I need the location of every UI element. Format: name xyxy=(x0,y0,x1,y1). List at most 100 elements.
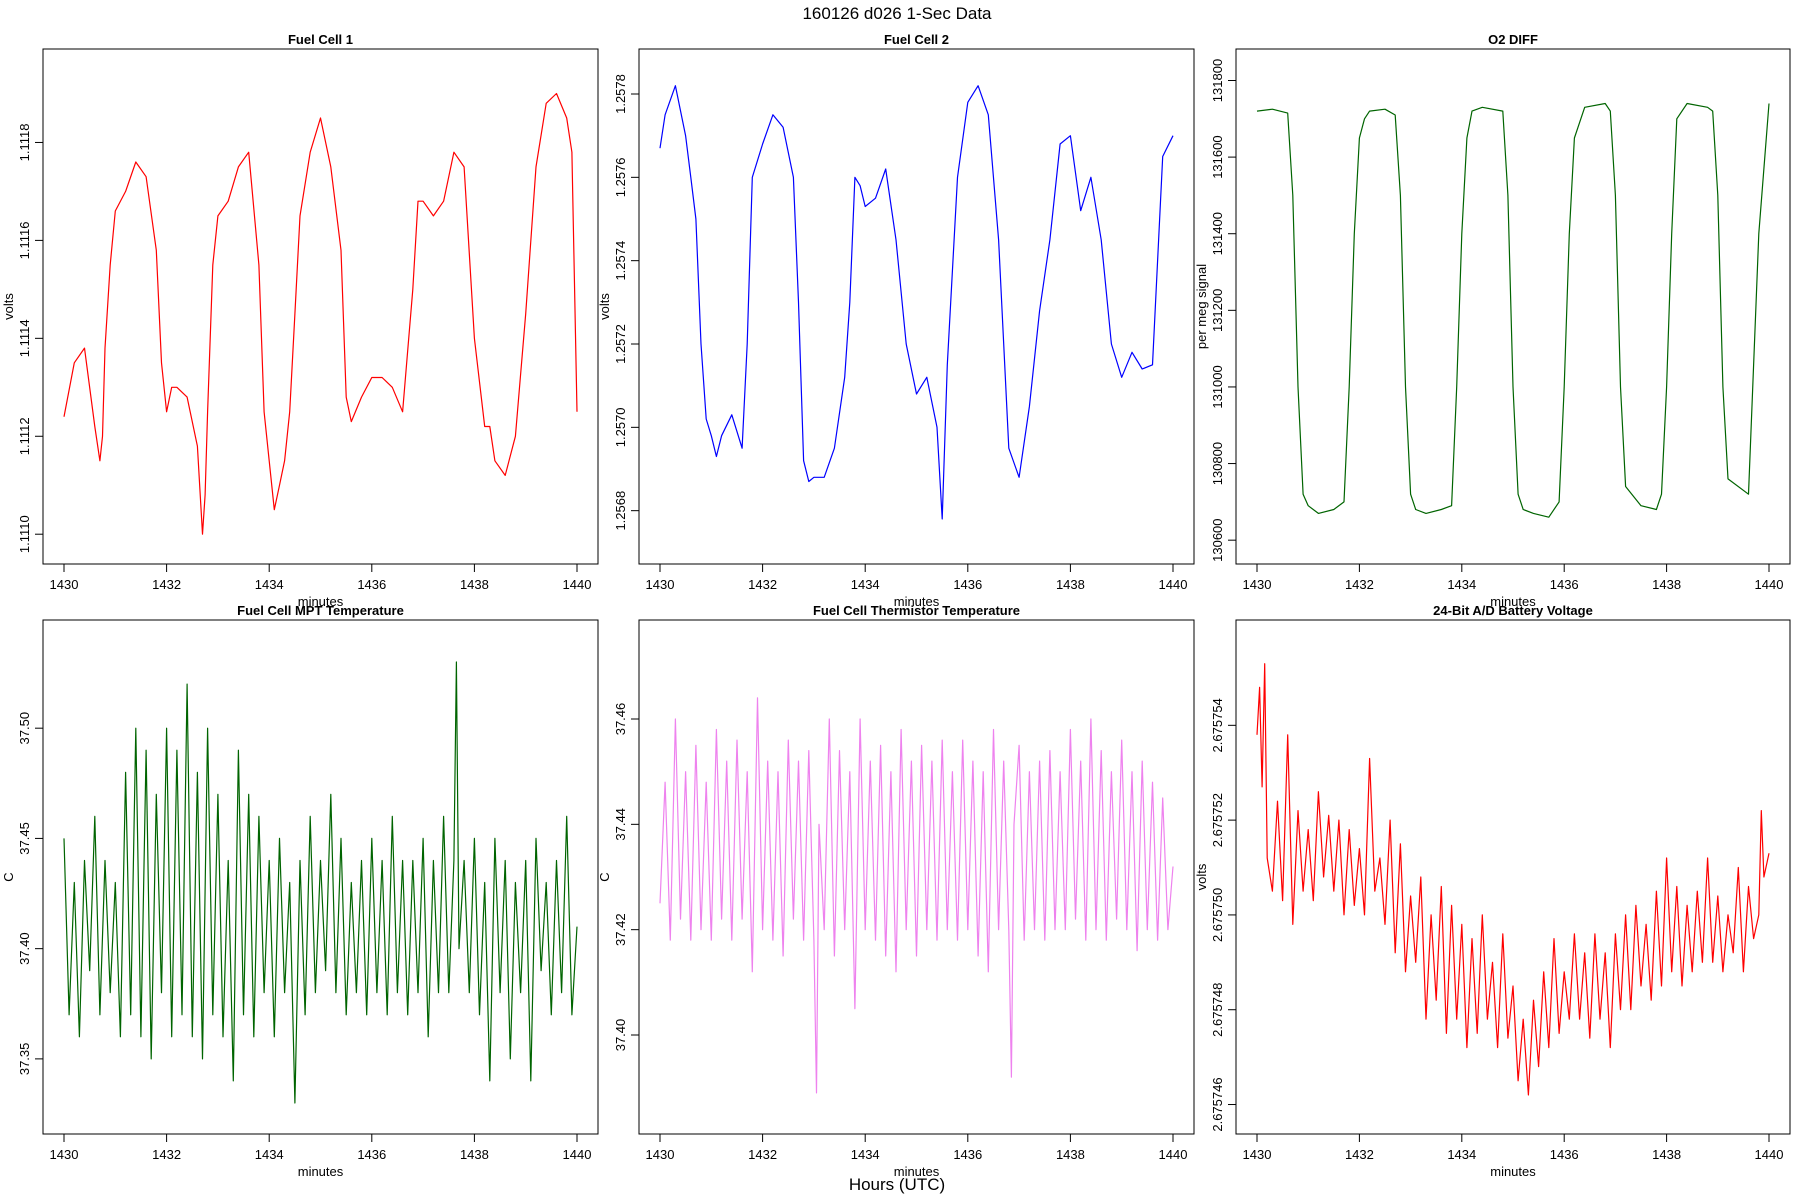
panel-2-ytick-label: 1.2578 xyxy=(613,74,628,114)
panel-5-ytick-label: 37.40 xyxy=(613,1019,628,1052)
panel-6-ytick-label: 2.675750 xyxy=(1210,888,1225,942)
panel-2: Fuel Cell 2 minutes volts 1430 1432 1434 1436 1… xyxy=(597,32,1195,609)
panel-1-title: Fuel Cell 1 xyxy=(288,32,353,47)
panel-5-xtick-label: 1440 xyxy=(1159,1147,1188,1162)
panel-3-xlabel: minutes xyxy=(1490,594,1536,609)
panel-5-xtick-label: 1430 xyxy=(646,1147,675,1162)
panel-4-xtick-label: 1440 xyxy=(563,1147,592,1162)
panel-4-plot-frame xyxy=(42,619,599,1135)
figure-title: 160126 d026 1-Sec Data xyxy=(802,4,992,23)
panel-3-xtick-label: 1432 xyxy=(1345,577,1374,592)
panel-4: Fuel Cell MPT Temperature minutes C 1430 143… xyxy=(1,603,599,1179)
panel-1-xlabel: minutes xyxy=(298,594,344,609)
panel-1-plot-frame xyxy=(42,48,599,565)
panel-6-title: 24-Bit A/D Battery Voltage xyxy=(1433,603,1593,618)
panel-1-ytick-label: 1.1118 xyxy=(17,124,32,162)
panel-4-ytick-label: 37.35 xyxy=(17,1043,32,1076)
panel-3-xtick-label: 1434 xyxy=(1447,577,1476,592)
panel-6: 24-Bit A/D Battery Voltage minutes volts 14… xyxy=(1194,603,1791,1179)
panel-1-xtick-label: 1440 xyxy=(563,577,592,592)
panel-1: Fuel Cell 1 minutes volts 1430 1432 1434 1436 1… xyxy=(1,32,599,609)
panel-6-xtick-label: 1438 xyxy=(1652,1147,1681,1162)
panel-1-xtick-label: 1434 xyxy=(255,577,284,592)
panel-6-xtick-label: 1434 xyxy=(1447,1147,1476,1162)
panel-3-xtick-label: 1440 xyxy=(1755,577,1784,592)
panel-6-ytick-label: 2.675752 xyxy=(1210,793,1225,847)
panel-6-xtick-label: 1436 xyxy=(1550,1147,1579,1162)
panel-2-xlabel: minutes xyxy=(894,594,940,609)
panel-3-xtick-label: 1436 xyxy=(1550,577,1579,592)
panel-3-ytick-label: 131400 xyxy=(1210,212,1225,255)
panel-4-ylabel: C xyxy=(1,872,16,881)
panel-5-ytick-label: 37.44 xyxy=(613,808,628,841)
panel-5-ylabel: C xyxy=(597,872,612,881)
panel-3-ytick-label: 131000 xyxy=(1210,365,1225,408)
panel-3-ylabel: per meg signal xyxy=(1194,264,1209,349)
panel-1-xtick-label: 1432 xyxy=(152,577,181,592)
panel-6-ytick-label: 2.675748 xyxy=(1210,983,1225,1037)
panel-grid: Fuel Cell 1 minutes volts 1430 1432 1434 1436 1… xyxy=(1,32,1791,1179)
panel-4-xtick-label: 1438 xyxy=(460,1147,489,1162)
panel-5-xtick-label: 1432 xyxy=(748,1147,777,1162)
figure-xlabel: Hours (UTC) xyxy=(849,1175,945,1194)
panel-6-xtick-label: 1430 xyxy=(1243,1147,1272,1162)
panel-4-xtick-label: 1432 xyxy=(152,1147,181,1162)
panel-5-xlabel: minutes xyxy=(894,1164,940,1179)
panel-3-ytick-label: 130800 xyxy=(1210,442,1225,485)
panel-1-ylabel: volts xyxy=(1,293,16,320)
panel-4-xlabel: minutes xyxy=(298,1164,344,1179)
panel-2-ytick-label: 1.2574 xyxy=(613,241,628,281)
panel-5-ytick-label: 37.46 xyxy=(613,703,628,736)
panel-1-xtick-label: 1438 xyxy=(460,577,489,592)
panel-5-title: Fuel Cell Thermistor Temperature xyxy=(813,603,1020,618)
panel-3: O2 DIFF minutes per meg signal 1430 1432 1434… xyxy=(1194,32,1791,609)
panel-6-ytick-label: 2.675746 xyxy=(1210,1077,1225,1131)
panel-6-ylabel: volts xyxy=(1194,863,1209,890)
panel-2-ylabel: volts xyxy=(597,293,612,320)
panel-4-xtick-label: 1434 xyxy=(255,1147,284,1162)
panel-5-xtick-label: 1436 xyxy=(953,1147,982,1162)
panel-3-ytick-label: 131200 xyxy=(1210,289,1225,332)
panel-1-ytick-label: 1.1110 xyxy=(17,515,32,553)
panel-1-ytick-label: 1.1112 xyxy=(17,417,32,455)
panel-2-ytick-label: 1.2576 xyxy=(613,157,628,197)
panel-1-ytick-label: 1.1114 xyxy=(17,319,32,357)
panel-3-ytick-label: 131800 xyxy=(1210,59,1225,102)
panel-4-title: Fuel Cell MPT Temperature xyxy=(237,603,404,618)
panel-5-plot-frame xyxy=(638,619,1195,1135)
panel-4-ytick-label: 37.50 xyxy=(17,712,32,745)
panel-5-ytick-label: 37.42 xyxy=(613,913,628,946)
panel-6-xtick-label: 1432 xyxy=(1345,1147,1374,1162)
panel-5-series-line-1 xyxy=(659,697,1174,1094)
panel-3-ytick-label: 131600 xyxy=(1210,135,1225,178)
panel-2-ytick-label: 1.2570 xyxy=(613,407,628,447)
panel-2-plot-frame xyxy=(638,48,1195,565)
panel-6-series-line-1 xyxy=(1256,663,1770,1096)
panel-2-series-line-1 xyxy=(659,85,1174,520)
panel-5-xtick-label: 1438 xyxy=(1056,1147,1085,1162)
panel-3-xtick-label: 1438 xyxy=(1652,577,1681,592)
panel-1-series-line-1 xyxy=(63,92,578,535)
panel-5-xtick-label: 1434 xyxy=(851,1147,880,1162)
panel-6-ytick-label: 2.675754 xyxy=(1210,698,1225,752)
panel-4-series-line-1 xyxy=(63,661,578,1104)
panel-2-xtick-label: 1434 xyxy=(851,577,880,592)
panel-3-ytick-label: 130600 xyxy=(1210,518,1225,561)
panel-4-ytick-label: 37.40 xyxy=(17,932,32,965)
panel-1-ytick-label: 1.1116 xyxy=(17,221,32,259)
panel-3-xtick-label: 1430 xyxy=(1243,577,1272,592)
panel-2-ytick-label: 1.2572 xyxy=(613,324,628,364)
panel-2-xtick-label: 1440 xyxy=(1159,577,1188,592)
panel-1-xtick-label: 1436 xyxy=(357,577,386,592)
panel-6-plot-frame xyxy=(1235,619,1791,1135)
panel-1-xtick-label: 1430 xyxy=(50,577,79,592)
panel-6-xtick-label: 1440 xyxy=(1755,1147,1784,1162)
panel-4-xtick-label: 1436 xyxy=(357,1147,386,1162)
panel-3-series-line-1 xyxy=(1256,102,1770,518)
panel-2-xtick-label: 1430 xyxy=(646,577,675,592)
panel-2-title: Fuel Cell 2 xyxy=(884,32,949,47)
panel-3-plot-frame xyxy=(1235,48,1791,565)
panel-4-xtick-label: 1430 xyxy=(50,1147,79,1162)
panel-3-title: O2 DIFF xyxy=(1488,32,1538,47)
